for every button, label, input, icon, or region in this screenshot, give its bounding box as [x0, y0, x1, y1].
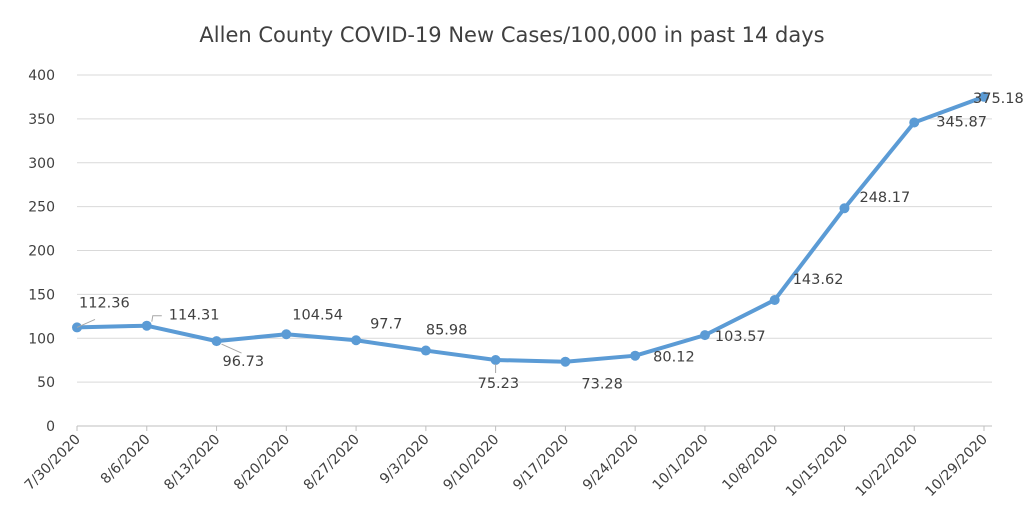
- x-tick-label: 9/17/2020: [510, 432, 572, 494]
- y-tick-label: 200: [28, 244, 55, 260]
- x-tick-label: 7/30/2020: [22, 432, 84, 494]
- data-point: [281, 329, 292, 340]
- x-tick-label: 8/20/2020: [231, 432, 293, 494]
- x-tick-label: 9/10/2020: [440, 432, 502, 494]
- data-point: [839, 203, 850, 214]
- data-point: [979, 91, 990, 102]
- y-tick-label: 350: [28, 112, 55, 128]
- data-label: 375.18: [973, 91, 1024, 107]
- data-point: [699, 330, 710, 341]
- data-label: 96.73: [223, 354, 265, 370]
- x-tick-label: 10/8/2020: [719, 432, 781, 494]
- data-point: [909, 117, 920, 128]
- series-line: [75, 94, 987, 364]
- y-tick-label: 100: [28, 331, 55, 347]
- data-label: 248.17: [859, 190, 910, 206]
- data-label: 114.31: [169, 308, 220, 324]
- x-tick-label: 10/1/2020: [650, 432, 712, 494]
- x-tick-label: 10/15/2020: [783, 432, 851, 500]
- data-label: 80.12: [653, 350, 695, 366]
- data-label: 143.62: [793, 272, 844, 288]
- x-tick-label: 8/13/2020: [161, 432, 223, 494]
- y-tick-label: 250: [28, 200, 55, 216]
- data-point: [560, 356, 571, 367]
- data-label: 97.7: [370, 316, 402, 332]
- y-tick-label: 400: [28, 68, 55, 84]
- leader-line: [151, 315, 162, 322]
- x-tick-label: 10/29/2020: [922, 432, 990, 500]
- data-label: 345.87: [936, 114, 987, 130]
- x-tick-label: 8/6/2020: [98, 432, 154, 488]
- data-point: [141, 320, 152, 331]
- y-tick-label: 0: [46, 419, 55, 435]
- leader-lines: [76, 315, 497, 373]
- leader-line: [221, 343, 242, 354]
- y-tick-label: 50: [37, 375, 55, 391]
- y-axis-ticks: 0 50 100 150 200 250 300 350 400: [28, 68, 55, 435]
- data-label: 73.28: [581, 377, 623, 393]
- y-tick-label: 150: [28, 287, 55, 303]
- data-label: 104.54: [292, 307, 343, 323]
- y-tick-label: 300: [28, 156, 55, 172]
- data-point: [351, 335, 362, 346]
- data-labels: 112.36 114.31 96.73 104.54 97.7 85.98 75.23 73.…: [79, 91, 1024, 393]
- data-label: 103.57: [715, 329, 766, 345]
- x-tick-label: 9/3/2020: [377, 432, 433, 488]
- x-axis-ticks: 7/30/2020 8/6/2020 8/13/2020 8/20/2020 8/27/…: [22, 426, 991, 500]
- data-label: 85.98: [426, 323, 468, 339]
- x-tick-label: 10/22/2020: [853, 432, 921, 500]
- series-line-group: [72, 91, 990, 367]
- data-point: [72, 322, 82, 333]
- data-point: [490, 354, 501, 365]
- x-tick-label: 8/27/2020: [301, 432, 363, 494]
- x-tick-label: 9/24/2020: [580, 432, 642, 494]
- data-point: [769, 294, 780, 305]
- data-point: [630, 350, 641, 361]
- data-point: [211, 336, 222, 347]
- data-point: [420, 345, 431, 356]
- data-label: 75.23: [478, 376, 520, 392]
- leader-line: [76, 318, 96, 328]
- data-label: 112.36: [79, 295, 130, 311]
- gridlines: [77, 74, 992, 383]
- chart-title: Allen County COVID-19 New Cases/100,000 …: [199, 23, 824, 47]
